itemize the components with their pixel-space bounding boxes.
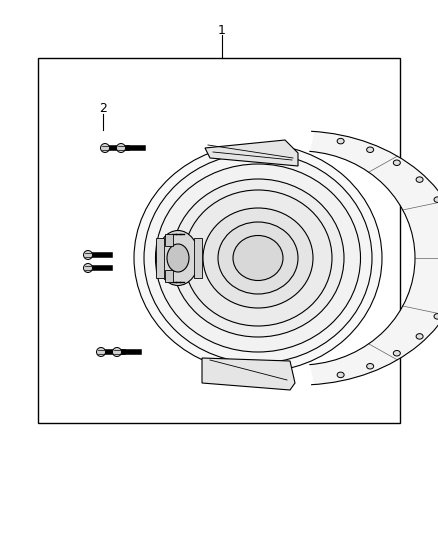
Ellipse shape <box>155 164 360 352</box>
Ellipse shape <box>144 153 372 363</box>
Polygon shape <box>202 358 295 390</box>
Ellipse shape <box>84 263 92 272</box>
Ellipse shape <box>134 144 382 372</box>
Ellipse shape <box>434 197 438 203</box>
Ellipse shape <box>96 348 106 357</box>
Ellipse shape <box>184 190 332 326</box>
Ellipse shape <box>337 372 344 377</box>
Ellipse shape <box>167 244 189 272</box>
Ellipse shape <box>113 348 121 357</box>
Ellipse shape <box>416 334 423 339</box>
Ellipse shape <box>434 313 438 319</box>
Text: 2: 2 <box>99 101 107 115</box>
Ellipse shape <box>367 147 374 152</box>
Bar <box>38 58 400 423</box>
Ellipse shape <box>100 143 110 152</box>
Bar <box>156 238 164 278</box>
Ellipse shape <box>203 208 313 308</box>
Ellipse shape <box>367 364 374 369</box>
Bar <box>165 270 173 282</box>
Ellipse shape <box>172 179 344 337</box>
Ellipse shape <box>218 222 298 294</box>
Ellipse shape <box>393 160 400 166</box>
Ellipse shape <box>117 143 126 152</box>
Ellipse shape <box>416 177 423 182</box>
Polygon shape <box>310 132 438 384</box>
Ellipse shape <box>233 236 283 280</box>
Bar <box>165 234 173 246</box>
Ellipse shape <box>157 230 199 286</box>
Ellipse shape <box>337 139 344 144</box>
Ellipse shape <box>393 351 400 356</box>
Bar <box>194 238 202 278</box>
Text: 1: 1 <box>218 23 226 36</box>
Polygon shape <box>205 140 298 166</box>
Ellipse shape <box>84 251 92 260</box>
